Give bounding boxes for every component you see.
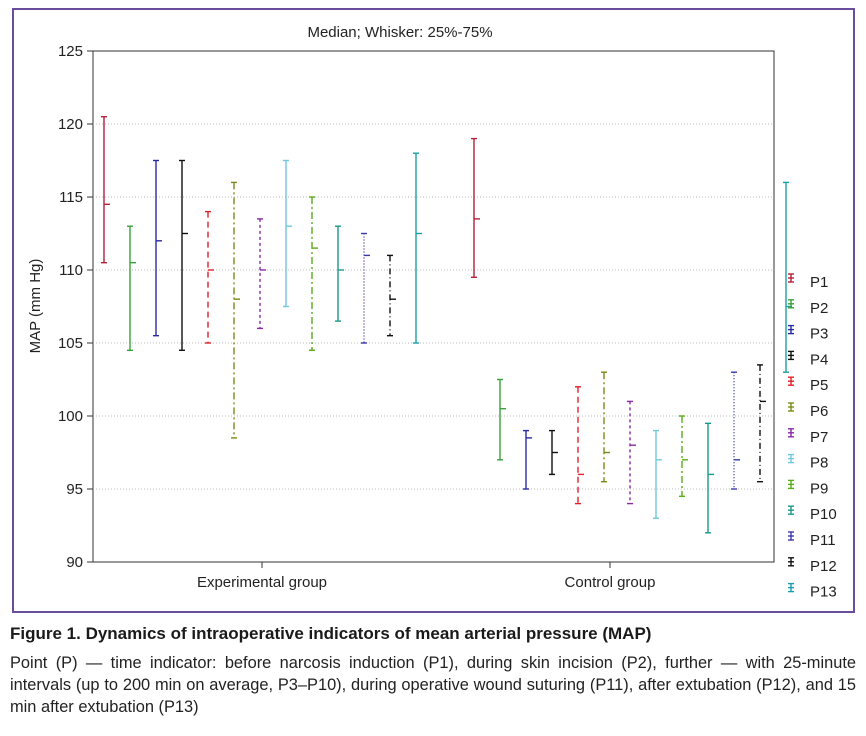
whisker-p3-experimental xyxy=(153,159,162,337)
legend-item-p13: P13 xyxy=(788,582,837,601)
legend-label: P12 xyxy=(810,558,837,575)
legend-item-p3: P3 xyxy=(788,324,828,343)
whisker-p3-control xyxy=(523,429,532,490)
whisker-p10-control xyxy=(705,422,714,534)
whisker-p11-control xyxy=(731,371,740,490)
whisker-p12-experimental xyxy=(387,254,396,337)
y-axis-ticks: 90 95 100 105 110 115 120 125 xyxy=(58,43,93,571)
x-category-label: Control group xyxy=(565,574,656,591)
y-tick-label: 115 xyxy=(59,189,83,206)
legend-item-p2: P2 xyxy=(788,299,828,317)
legend-item-p6: P6 xyxy=(788,402,828,420)
whisker-p11-experimental xyxy=(361,232,370,344)
whisker-p13-control xyxy=(783,181,792,373)
x-category-label: Experimental group xyxy=(197,574,327,591)
legend-item-p10: P10 xyxy=(788,505,837,523)
y-tick-label: 100 xyxy=(58,408,83,425)
legend-label: P5 xyxy=(810,377,828,394)
legend-item-p4: P4 xyxy=(788,350,828,368)
whisker-p7-experimental xyxy=(257,218,266,330)
legend-label: P8 xyxy=(810,455,828,472)
figure-caption-body: Point (P) — time indicator: before narco… xyxy=(10,654,856,716)
whisker-p7-control xyxy=(627,400,636,505)
legend-item-p7: P7 xyxy=(788,428,828,446)
legend-item-p9: P9 xyxy=(788,479,828,497)
plot-area xyxy=(92,50,775,563)
whisker-series xyxy=(101,115,792,534)
legend-label: P6 xyxy=(810,403,828,420)
legend-label: P4 xyxy=(810,351,828,368)
whisker-p5-experimental xyxy=(205,210,214,344)
legend-item-p11: P11 xyxy=(788,531,836,549)
legend-label: P13 xyxy=(810,584,837,601)
legend-label: P7 xyxy=(810,429,828,446)
y-tick-label: 125 xyxy=(58,43,83,60)
legend-label: P9 xyxy=(810,480,828,497)
y-tick-label: 90 xyxy=(66,554,83,571)
legend-label: P1 xyxy=(810,274,828,291)
chart: Median; Whisker: 25%-75% 90 95 100 105 110 11… xyxy=(27,24,837,601)
legend: P1 P2 P3 P4 P5 P6 P7 P8 P9 P10 P11 P12 P13 xyxy=(788,273,837,601)
whisker-p6-control xyxy=(601,371,610,483)
y-tick-label: 120 xyxy=(58,116,83,133)
legend-item-p1: P1 xyxy=(788,273,828,291)
whisker-p8-control xyxy=(653,429,662,519)
whisker-p6-experimental xyxy=(231,181,240,439)
grid-lines xyxy=(93,123,774,490)
whisker-p2-control xyxy=(497,378,506,461)
y-tick-label: 110 xyxy=(59,262,83,279)
legend-item-p5: P5 xyxy=(788,376,828,394)
y-tick-label: 95 xyxy=(66,481,83,498)
y-axis-label: MAP (mm Hg) xyxy=(27,259,44,354)
whisker-p4-control xyxy=(549,429,558,476)
x-axis-categories: Experimental group Control group xyxy=(197,562,655,591)
whisker-p1-control xyxy=(471,137,480,278)
whisker-p12-control xyxy=(757,364,766,483)
whisker-p10-experimental xyxy=(335,225,344,322)
whisker-p4-experimental xyxy=(179,159,188,351)
legend-label: P3 xyxy=(810,326,828,343)
legend-label: P11 xyxy=(810,532,836,549)
whisker-p1-experimental xyxy=(101,115,110,264)
legend-label: P2 xyxy=(810,300,828,317)
whisker-p2-experimental xyxy=(127,225,136,351)
y-tick-label: 105 xyxy=(58,335,83,352)
whisker-p13-experimental xyxy=(413,152,422,344)
whisker-p9-experimental xyxy=(309,196,318,351)
whisker-p9-control xyxy=(679,415,688,497)
legend-label: P10 xyxy=(810,506,837,523)
whisker-p5-control xyxy=(575,386,584,505)
chart-title: Median; Whisker: 25%-75% xyxy=(307,24,492,41)
whisker-p8-experimental xyxy=(283,159,292,308)
figure-caption-title: Figure 1. Dynamics of intraoperative ind… xyxy=(10,624,652,643)
legend-item-p8: P8 xyxy=(788,453,828,472)
legend-item-p12: P12 xyxy=(788,557,837,575)
